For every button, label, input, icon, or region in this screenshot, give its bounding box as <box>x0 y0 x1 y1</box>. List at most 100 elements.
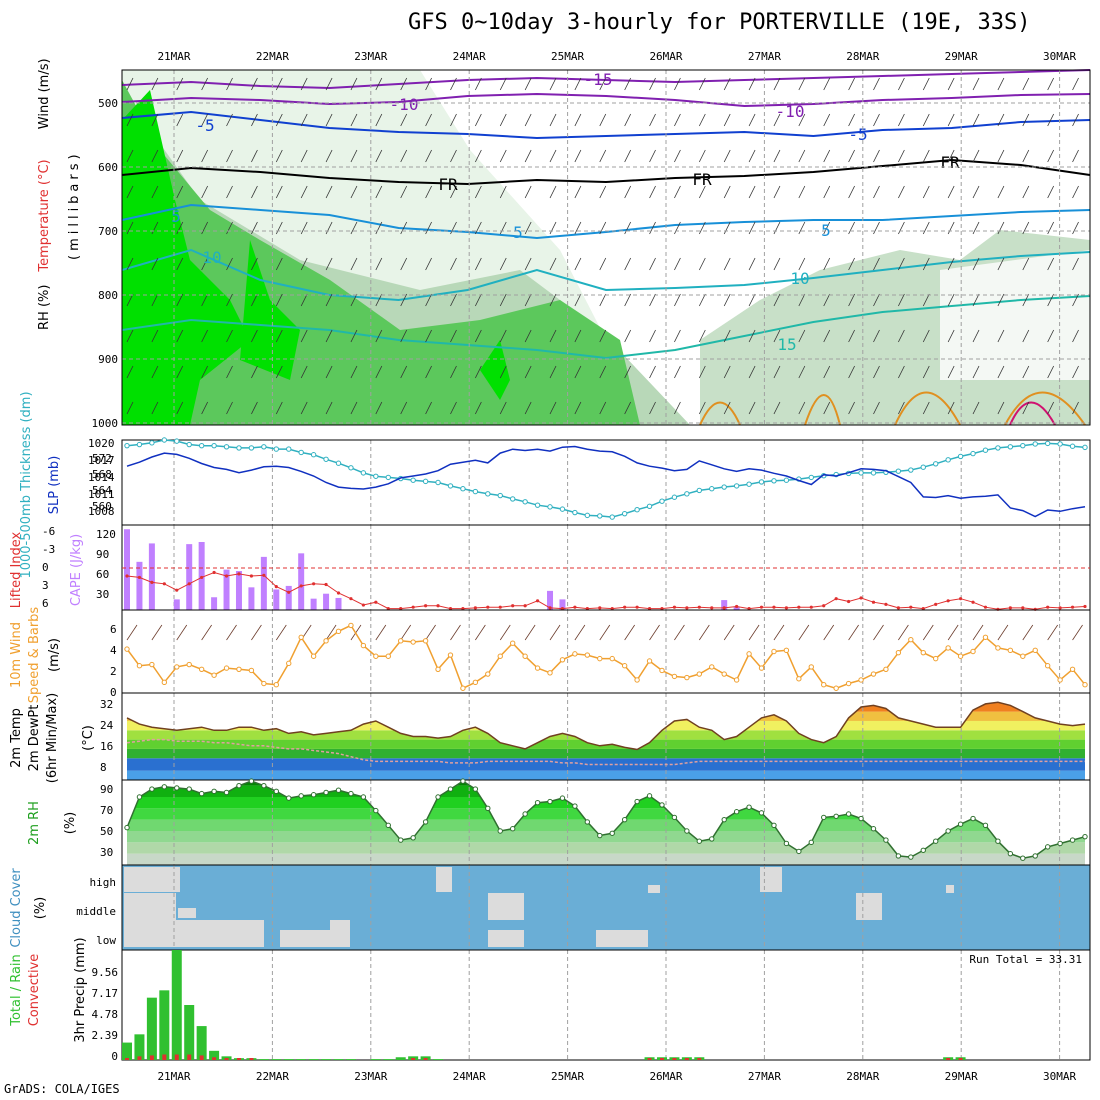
wind-barb <box>698 329 706 343</box>
wind-barb <box>176 365 184 379</box>
wind-speed-line-point <box>833 685 839 691</box>
wind-speed-line-point <box>758 665 765 671</box>
wind-barb <box>649 401 656 415</box>
wind-barb <box>947 401 955 415</box>
wind-barb <box>823 329 831 343</box>
wind-speed-line-point <box>995 645 1001 651</box>
wind-barb <box>400 365 408 379</box>
wind-barb <box>798 624 810 641</box>
wind-barb <box>350 329 358 343</box>
wind-speed-line-point <box>398 638 404 644</box>
lifted-index-point <box>871 600 876 604</box>
li-label: Lifted Index <box>9 531 24 608</box>
wind-barb <box>325 185 333 199</box>
wind-barb <box>1047 149 1055 163</box>
precip-conv-bar <box>958 1058 963 1060</box>
run-total: Run Total = 33.31 <box>969 953 1082 966</box>
wind-barb <box>997 77 1005 91</box>
wind-barb <box>499 257 507 271</box>
wind-barb <box>873 77 880 91</box>
wind-speed-line-point <box>634 677 640 683</box>
wind-barb <box>1022 293 1030 307</box>
wind-barb <box>898 329 905 343</box>
wind-barb <box>922 113 930 127</box>
precip-total-bar <box>196 1026 207 1060</box>
rh-shading <box>940 250 1090 380</box>
rh-line-point <box>808 839 814 846</box>
wind-barb <box>499 624 511 641</box>
cloud-unit: (%) <box>33 897 48 920</box>
wind-barb <box>226 185 233 199</box>
ylabel-part: RH (%) <box>37 285 52 330</box>
wind-barb <box>375 221 383 235</box>
wind-barb <box>674 293 681 307</box>
li-tick: -3 <box>42 543 55 556</box>
wind-barb <box>1072 77 1079 91</box>
cloud-block <box>856 893 882 920</box>
wind-speed-line-point <box>1044 663 1051 669</box>
lifted-index-point <box>747 606 751 611</box>
level-tick: 600 <box>98 161 118 174</box>
wind-speed-line-point <box>1007 647 1014 654</box>
wind-barb <box>649 221 656 235</box>
thickness-line-point <box>149 440 155 446</box>
cloud-block <box>124 920 264 947</box>
wind-barb <box>649 185 656 199</box>
date-tick-bottom: 28MAR <box>846 1070 879 1083</box>
wind-barb <box>574 293 582 307</box>
wind-barb <box>176 149 184 163</box>
upper-air-panel: -15 -10 -10 -5 -5 FR FR FR 5 5 5 10 10 15 500 600 700 800… <box>37 58 1091 430</box>
wind-barb <box>1072 365 1079 379</box>
thickness-line-point <box>422 478 429 485</box>
warm-contour <box>699 401 741 426</box>
wind-barb <box>226 149 233 163</box>
wind-speed-line-point <box>858 677 864 683</box>
precip-conv-bar <box>224 1058 229 1060</box>
wind-speed-line-point <box>845 680 852 687</box>
wind-speed-line-point <box>684 674 690 681</box>
rh-line-point <box>659 802 665 808</box>
precip-tick: 4.78 <box>92 1008 119 1021</box>
wind-barb <box>400 257 408 271</box>
wind-barb <box>126 401 134 415</box>
wind-barb <box>499 149 507 163</box>
rh-line-point <box>472 786 479 792</box>
lifted-index-point <box>623 605 627 609</box>
wind-barb <box>674 624 685 641</box>
thickness-line-point <box>310 452 317 458</box>
rh-line-point <box>559 795 566 801</box>
wind-barb <box>922 257 930 271</box>
precip-total-bar <box>308 1059 319 1060</box>
rh-line-point <box>733 809 740 815</box>
contour-label: 10 <box>202 248 221 267</box>
wind-barb <box>350 185 358 199</box>
rh-shading <box>122 90 250 425</box>
date-tick-top: 24MAR <box>453 50 486 63</box>
wind-barb <box>674 77 681 91</box>
rh-band <box>127 819 1085 831</box>
wind-barb <box>375 77 383 91</box>
rh-line-point <box>597 832 603 839</box>
thickness-line-point <box>908 467 914 473</box>
wind-barb <box>972 624 984 641</box>
rh-line-point <box>211 788 217 795</box>
wind-barb <box>375 329 383 343</box>
wind-speed-line-point <box>422 638 429 644</box>
wind-speed-line-point <box>559 657 566 663</box>
rh-line-point <box>422 819 429 825</box>
rh-line-point <box>149 786 155 792</box>
wind-barb <box>698 624 710 641</box>
rh-label: 2m RH <box>27 801 42 845</box>
precip-conv-bar <box>162 1054 167 1060</box>
wind-speed-line-point <box>161 679 168 686</box>
wind-barb <box>823 624 835 641</box>
wind-barb <box>126 77 134 91</box>
date-tick-bottom: 25MAR <box>551 1070 584 1083</box>
wind-speed-line-point <box>435 666 441 672</box>
rh-line-point <box>771 822 777 829</box>
wind-barb <box>375 149 383 163</box>
isotherm-line <box>121 203 1091 240</box>
contour-label: -10 <box>776 102 805 121</box>
cloud-block <box>596 930 648 947</box>
wind-barb <box>126 624 138 641</box>
